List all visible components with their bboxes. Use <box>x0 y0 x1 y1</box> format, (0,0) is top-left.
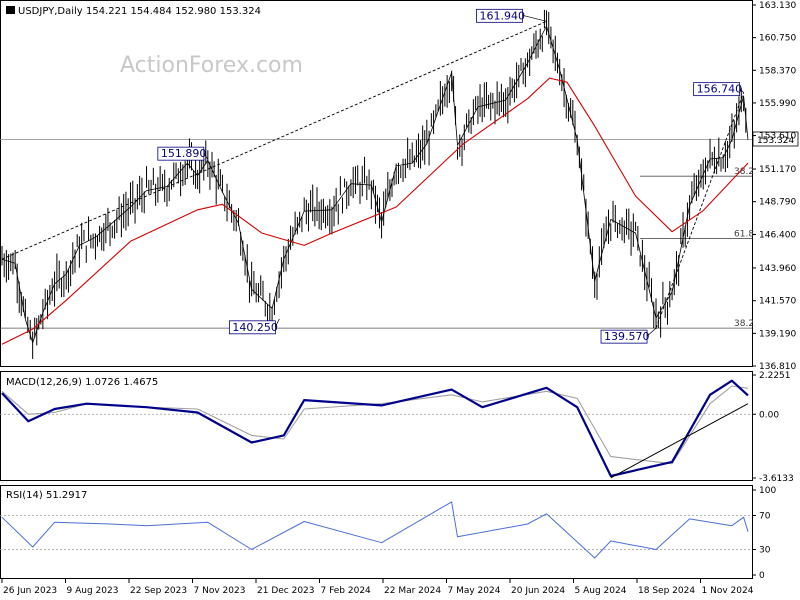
moving-average-series <box>1 77 749 345</box>
x-tick-label: 20 Jun 2024 <box>511 586 565 596</box>
x-tick-label: 5 Aug 2024 <box>575 586 627 596</box>
price-label-text: 151.890 <box>161 147 207 160</box>
price-line <box>1 25 749 344</box>
macd-tick-label: 2.2251 <box>759 371 791 381</box>
moving-average-line <box>1 77 749 345</box>
price-label-leader <box>203 152 209 160</box>
price-trendline <box>655 92 745 329</box>
x-tick-label: 9 Aug 2023 <box>67 586 119 596</box>
price-tick-label: 139.190 <box>759 329 796 339</box>
price-label-box <box>476 8 523 23</box>
rsi-tick-label: 0 <box>759 571 765 581</box>
price-label-text: 140.250 <box>232 321 278 334</box>
x-axis: 26 Jun 2023 9 Aug 2023 22 Sep 2023 7 Nov 20… <box>1 579 754 596</box>
price-tick-label: 143.960 <box>759 264 796 274</box>
price-label-text: 161.940 <box>480 9 526 22</box>
x-tick-label: 22 Mar 2024 <box>384 586 441 596</box>
price-tick-label: 146.400 <box>759 230 796 240</box>
current-price-value: 153.324 <box>757 136 794 146</box>
current-price-tag: 153.324 <box>752 131 799 147</box>
price-trendlines <box>1 20 745 329</box>
macd-tick-label: -3.6133 <box>759 474 794 484</box>
rsi-axis: 100 70 30 0 <box>0 486 776 581</box>
x-tick-label: 7 Feb 2024 <box>321 586 372 596</box>
rsi-tick-label: 100 <box>759 486 776 496</box>
price-tick-label: 155.990 <box>759 99 796 109</box>
fib-level-label: 61.8 <box>734 230 754 240</box>
price-label-box <box>600 329 648 344</box>
price-tick-label: 160.750 <box>759 34 796 44</box>
price-tick-label: 158.370 <box>759 66 796 76</box>
price-label-text: 139.570 <box>604 330 650 343</box>
price-label-box <box>693 82 741 97</box>
macd-title: MACD(12,26,9) 1.0726 1.4675 <box>6 377 158 388</box>
panel-frames <box>0 0 753 579</box>
price-label-text: 156.740 <box>697 83 743 96</box>
x-tick-label: 22 Sep 2023 <box>130 586 187 596</box>
price-label-box <box>228 320 276 335</box>
macd-axis: 2.2251 0.00 -3.6133 <box>0 371 794 484</box>
price-tick-label: 141.570 <box>759 297 796 307</box>
price-label-leader <box>646 327 657 337</box>
price-tick-label: 163.130 <box>759 1 796 11</box>
macd-line <box>1 379 749 478</box>
x-tick-label: 21 Dec 2023 <box>257 586 315 596</box>
rsi-title: RSI(14) 51.2917 <box>6 490 87 501</box>
fib-level-label: 38.2 <box>734 167 754 177</box>
x-tick-label: 26 Jun 2023 <box>3 586 57 596</box>
price-label-leader <box>522 14 547 22</box>
price-tick-label: 151.170 <box>759 165 796 175</box>
price-tick-label: 136.810 <box>759 362 796 372</box>
watermark: ActionForex.com <box>120 53 303 78</box>
price-axis: 163.130 160.750 158.370 155.990 153.610 151.1… <box>752 1 796 372</box>
price-series <box>1 9 749 359</box>
rsi-tick-label: 70 <box>759 512 771 522</box>
price-annotations: 151.890 140.250 161.940 139.570 156.740 <box>157 8 744 344</box>
macd-tick-label: 0.00 <box>759 410 779 420</box>
rsi-series <box>1 501 749 559</box>
x-tick-label: 7 Nov 2023 <box>194 586 246 596</box>
rsi-line <box>1 501 749 559</box>
fib-level-label: 38.2 <box>734 319 754 329</box>
chart-header: USDJPY,Daily 154.221 154.484 152.980 153… <box>6 6 261 17</box>
price-label-leader <box>275 318 280 327</box>
x-tick-label: 7 May 2024 <box>448 586 501 596</box>
price-tick-label: 148.790 <box>759 198 796 208</box>
price-trendline <box>1 20 547 260</box>
price-label-leader <box>739 88 744 93</box>
rsi-tick-label: 30 <box>759 546 771 556</box>
price-tick-label: 153.610 <box>759 132 796 142</box>
macd-trendline <box>610 403 749 479</box>
x-tick-label: 1 Nov 2024 <box>702 586 754 596</box>
symbol-label: USDJPY,Daily <box>18 6 83 17</box>
x-tick-label: 18 Sep 2024 <box>638 586 695 596</box>
ohlc-values: 154.221 154.484 152.980 153.324 <box>86 6 261 17</box>
macd-series <box>1 379 749 479</box>
